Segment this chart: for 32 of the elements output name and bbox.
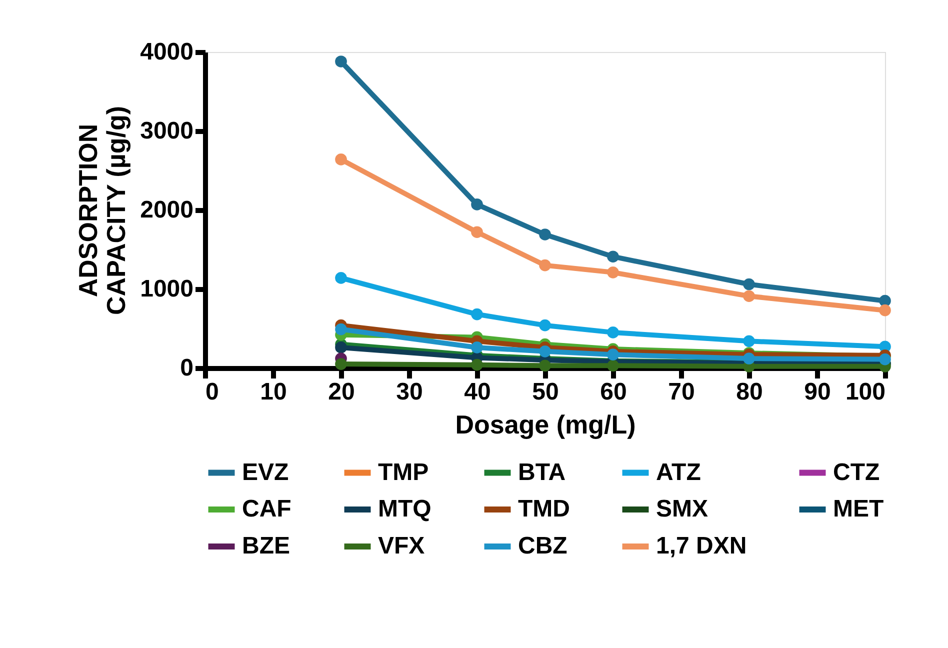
legend-label: TMP	[378, 458, 429, 486]
x-tick-label: 30	[396, 378, 423, 406]
x-tick-label: 70	[668, 378, 695, 406]
legend-label: EVZ	[242, 458, 289, 486]
legend-label: MET	[833, 496, 884, 522]
legend-label: TMD	[518, 496, 570, 522]
x-tick-label: 80	[736, 378, 763, 406]
legend-label: BTA	[518, 458, 566, 486]
legend-label: BZE	[242, 532, 290, 560]
legend-label: ATZ	[656, 458, 701, 486]
legend-label: VFX	[378, 532, 425, 560]
legend-label: CTZ	[833, 458, 880, 486]
y-tick-label: 0	[180, 354, 194, 382]
x-tick-label: 60	[600, 378, 627, 406]
y-tick-label: 2000	[140, 196, 194, 224]
x-tick-label: 0	[206, 378, 219, 406]
x-tick-label: 100	[845, 378, 886, 406]
legend-label: SMX	[656, 496, 708, 522]
x-tick-label: 40	[464, 378, 491, 406]
x-tick-label: 10	[260, 378, 287, 406]
legend-label: 1,7 DXN	[656, 532, 747, 560]
x-tick-label: 20	[328, 378, 355, 406]
x-tick-label: 50	[532, 378, 559, 406]
legend-label: CBZ	[518, 532, 568, 560]
legend-label: MTQ	[378, 496, 432, 522]
y-axis-title: ADSORPTION CAPACITY (µg/g)	[73, 106, 132, 316]
legend-label: CAF	[242, 496, 292, 522]
y-tick-label: 1000	[140, 276, 194, 302]
x-axis-title: Dosage (mg/L)	[455, 410, 636, 440]
y-tick-label: 4000	[140, 38, 194, 66]
y-tick-label: 3000	[140, 118, 194, 144]
x-tick-label: 90	[804, 378, 831, 406]
